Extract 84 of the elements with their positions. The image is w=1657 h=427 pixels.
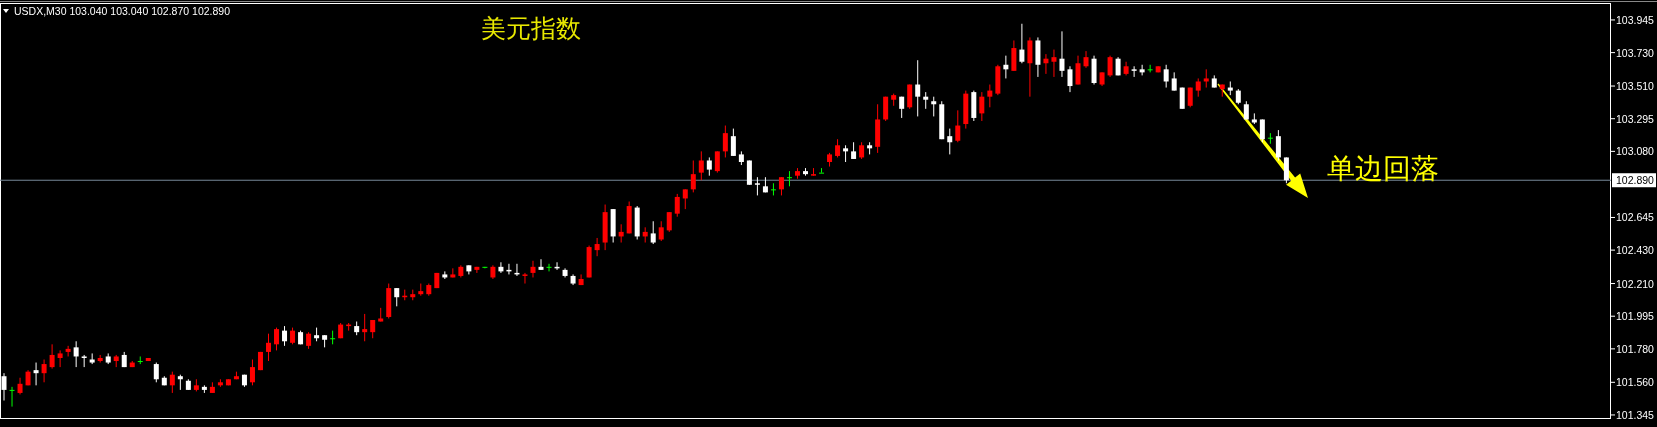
y-tick-label: 101.995 (1616, 310, 1655, 323)
y-tick-label: 101.780 (1616, 342, 1655, 355)
candlestick (522, 272, 528, 285)
y-tick-label: 102.430 (1616, 244, 1655, 257)
candlestick (682, 188, 688, 210)
candlestick (153, 362, 159, 383)
candlestick (706, 156, 712, 177)
candlestick (266, 333, 271, 362)
candlestick (666, 211, 672, 233)
candlestick (883, 96, 889, 122)
candlestick (394, 287, 400, 307)
candlestick (73, 340, 79, 368)
candlestick (778, 176, 784, 196)
candlestick (907, 84, 913, 110)
candlestick (1163, 64, 1169, 89)
candlestick (546, 263, 552, 272)
candlestick (1139, 64, 1145, 76)
y-tick-label: 103.080 (1616, 145, 1655, 158)
y-tick-label: 102.645 (1616, 211, 1655, 224)
candlestick (9, 386, 15, 408)
candlestick (49, 343, 55, 370)
candlestick (362, 313, 368, 342)
candlestick (658, 220, 664, 242)
candlestick (931, 96, 937, 117)
y-tick-label: 101.560 (1616, 376, 1655, 389)
y-tick-label: 103.945 (1616, 13, 1655, 26)
candlestick (1107, 55, 1113, 78)
candlestick (1059, 30, 1065, 78)
candlestick (249, 359, 255, 386)
candlestick (987, 84, 993, 108)
candlestick (1051, 49, 1057, 78)
candlestick (1171, 71, 1177, 92)
candlestick (947, 128, 953, 155)
candlestick (282, 325, 288, 347)
candlestick (786, 170, 792, 187)
chart-subtitle: USDX,M30 103.040 103.040 102.870 102.890 (14, 5, 231, 17)
candlestick (1147, 64, 1153, 73)
candlestick (979, 91, 985, 122)
candlestick (33, 362, 39, 386)
candlestick (955, 109, 961, 143)
candlestick (714, 150, 720, 174)
candlestick (41, 359, 47, 383)
candlestick (915, 59, 921, 117)
candlestick (1195, 77, 1201, 98)
y-tick-label: 101.345 (1616, 408, 1655, 421)
candlestick (722, 125, 728, 158)
candlestick (370, 319, 376, 339)
candlestick (65, 345, 71, 357)
candlestick (674, 193, 680, 218)
candlestick (57, 349, 63, 368)
candlestick (1259, 118, 1265, 143)
candlestick (1131, 65, 1137, 78)
candlestick (730, 128, 736, 157)
candlestick (1203, 68, 1209, 89)
y-tick-label: 102.210 (1616, 277, 1655, 290)
y-tick-label: 103.730 (1616, 46, 1655, 59)
candlestick (1011, 39, 1017, 72)
y-tick-label: 103.295 (1616, 112, 1655, 125)
chart-title: 美元指数 (481, 14, 581, 42)
candlestick (650, 220, 656, 245)
candlestick (1027, 36, 1033, 98)
candlestick (770, 182, 776, 196)
candlestick (1267, 132, 1273, 145)
candlestick (274, 327, 280, 351)
candlestick (1275, 129, 1281, 161)
candlestick (1019, 23, 1025, 64)
ref-line-label: 102.890 (1616, 174, 1655, 187)
candlestick (538, 258, 544, 271)
candlestick (474, 266, 480, 274)
y-tick-label: 103.510 (1616, 80, 1655, 93)
candlestick (1083, 50, 1089, 69)
candlestick (530, 260, 536, 278)
candlestick (1075, 55, 1081, 86)
candlestick (169, 371, 175, 394)
candlestick (835, 138, 841, 158)
candlestick (690, 159, 696, 193)
candlestick (594, 237, 600, 257)
candlestick (1067, 65, 1073, 93)
candlestick (698, 150, 704, 181)
candlestick (754, 176, 760, 196)
candlestick (819, 167, 825, 174)
candlestick (1283, 156, 1289, 184)
annotation: 单边回落 (1327, 153, 1439, 184)
candlestick (578, 273, 584, 286)
